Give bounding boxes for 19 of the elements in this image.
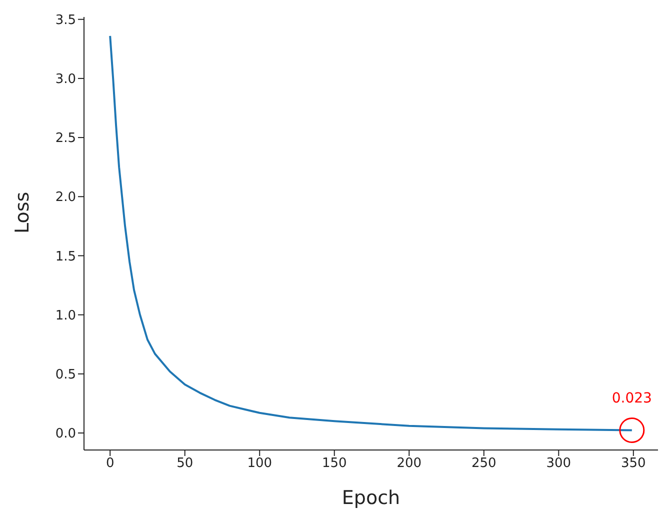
y-axis-title: Loss: [12, 192, 34, 234]
y-tick-label: 0.0: [55, 426, 76, 442]
y-tick-label: 3.5: [55, 12, 76, 28]
y-tick-label: 0.5: [55, 368, 76, 383]
x-tick-label: 200: [396, 456, 422, 472]
y-tick-label: 3.0: [55, 72, 76, 88]
y-tick-label: 1.0: [55, 308, 76, 324]
x-tick-label: 100: [247, 456, 272, 472]
x-axis-title: Epoch: [342, 487, 400, 509]
x-tick-label: 300: [546, 456, 572, 472]
x-tick-label: 50: [176, 456, 194, 472]
x-tick-label: 150: [322, 456, 347, 472]
x-tick-label: 350: [620, 456, 646, 472]
annotation: 0.023: [612, 390, 652, 406]
y-tick-label: 2.0: [55, 190, 76, 206]
x-tick-label: 250: [471, 456, 496, 472]
x-tick-label: 0: [106, 456, 114, 472]
y-tick-label: 1.5: [55, 249, 76, 264]
y-tick-label: 2.5: [55, 131, 76, 146]
